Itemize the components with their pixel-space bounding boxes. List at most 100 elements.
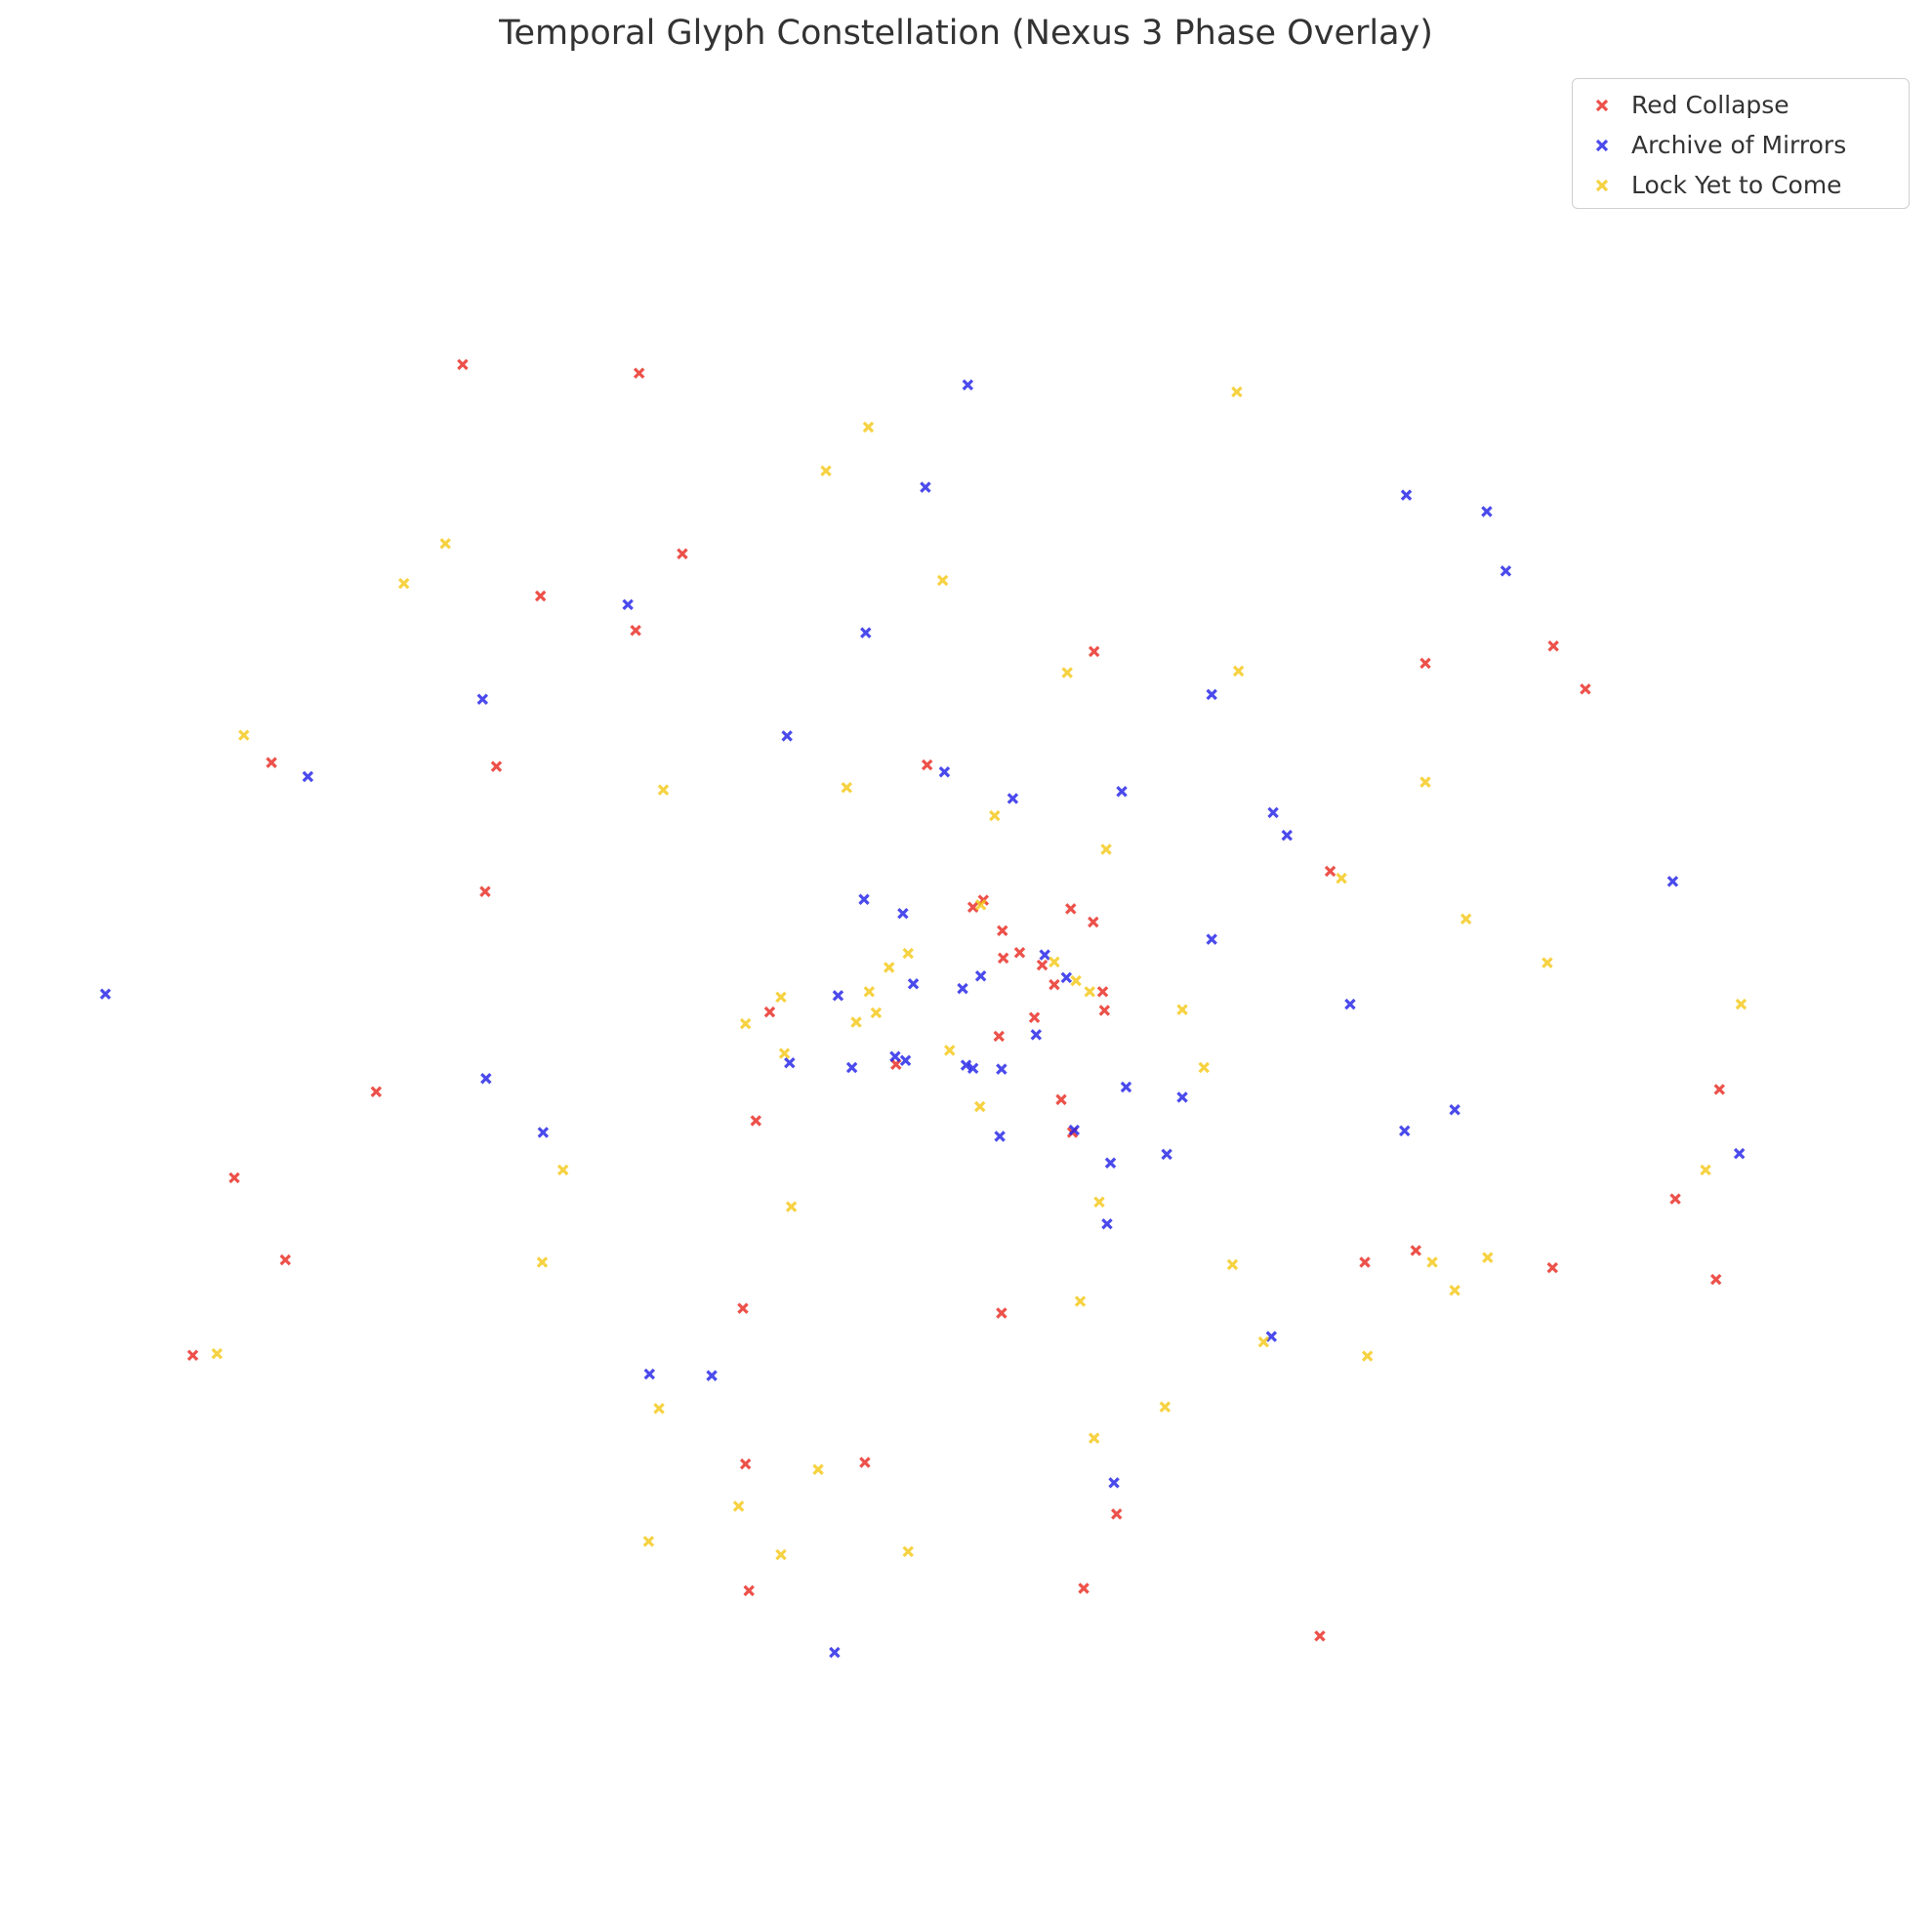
data-point [238, 729, 250, 741]
data-point [476, 693, 489, 705]
data-point [642, 1536, 655, 1547]
data-point [457, 358, 469, 371]
data-point [1198, 1061, 1210, 1074]
data-point [1088, 645, 1100, 658]
data-point [850, 1016, 862, 1028]
data-point [993, 1030, 1005, 1043]
data-point [938, 765, 951, 778]
legend: Red Collapse Archive of Mirrors Lock Yet… [1572, 78, 1910, 209]
data-point [1068, 1124, 1081, 1136]
data-point [820, 465, 832, 477]
data-point [534, 590, 547, 602]
data-point [845, 1061, 858, 1074]
data-point [1110, 1508, 1123, 1520]
data-point [1666, 876, 1679, 887]
data-point [1098, 1005, 1111, 1016]
data-point [1176, 1004, 1188, 1015]
data-point [677, 548, 688, 559]
data-point [743, 1584, 755, 1597]
data-point [1735, 998, 1747, 1010]
data-point [1093, 1196, 1105, 1208]
data-point [1500, 565, 1512, 577]
data-point [643, 1368, 656, 1380]
legend-item-red-collapse: Red Collapse [1573, 85, 1909, 125]
legend-label: Lock Yet to Come [1631, 171, 1842, 199]
data-point [966, 901, 979, 914]
data-point [228, 1172, 240, 1184]
data-point [739, 1458, 752, 1470]
data-point [996, 1063, 1007, 1075]
data-point [1324, 865, 1336, 878]
data-point [1449, 1285, 1460, 1296]
data-point [536, 1256, 549, 1268]
data-point [944, 1045, 956, 1056]
data-point [997, 952, 1009, 965]
data-point [989, 809, 1001, 822]
data-point [1541, 957, 1553, 968]
data-point [1176, 1091, 1188, 1103]
data-point [1231, 386, 1243, 398]
data-point [1580, 683, 1591, 695]
data-point [1459, 913, 1472, 925]
data-point [1036, 959, 1048, 971]
data-point [860, 627, 872, 638]
data-point [1419, 776, 1431, 788]
data-point [1013, 947, 1026, 959]
data-point [1074, 1295, 1087, 1307]
blue-x-marker-icon [1573, 125, 1631, 165]
data-point [622, 598, 634, 611]
data-point [1410, 1245, 1422, 1256]
data-point [1096, 986, 1109, 998]
data-point [781, 730, 793, 742]
data-point [862, 421, 875, 433]
data-point [921, 759, 933, 771]
data-point [920, 481, 931, 493]
legend-item-archive-of-mirrors: Archive of Mirrors [1573, 125, 1909, 165]
data-point [1206, 688, 1217, 701]
data-point [1426, 1256, 1438, 1268]
series-archive-of-mirrors [100, 379, 1746, 1659]
data-point [870, 1007, 883, 1019]
data-point [1669, 1193, 1681, 1205]
data-point [1161, 1148, 1172, 1161]
data-point [907, 978, 920, 990]
data-point [1267, 806, 1279, 819]
data-point [859, 1457, 871, 1468]
data-point [211, 1347, 224, 1360]
data-point [841, 782, 853, 794]
data-point [397, 577, 410, 590]
data-point [657, 784, 670, 796]
data-point [1030, 1029, 1043, 1041]
points-layer [100, 358, 1747, 1659]
data-point [1104, 1157, 1117, 1169]
data-point [832, 990, 844, 1002]
data-point [1361, 1350, 1374, 1362]
data-point [266, 757, 277, 768]
data-point [957, 982, 968, 995]
red-x-marker-icon [1573, 85, 1631, 125]
data-point [1061, 667, 1073, 678]
data-point [739, 1017, 752, 1030]
data-point [812, 1463, 824, 1475]
data-point [1088, 916, 1099, 928]
data-point [653, 1402, 665, 1415]
legend-item-lock-yet-to-come: Lock Yet to Come [1573, 165, 1909, 205]
data-point [1733, 1147, 1746, 1160]
data-point [737, 1302, 749, 1314]
data-point [784, 1056, 796, 1069]
data-point [775, 1548, 787, 1561]
data-point [1100, 843, 1112, 855]
data-point [960, 1059, 972, 1071]
data-point [1449, 1104, 1460, 1116]
data-point [1070, 974, 1082, 987]
data-point [302, 770, 314, 783]
data-point [863, 986, 876, 998]
data-point [1700, 1164, 1711, 1176]
series-lock-yet-to-come [211, 386, 1747, 1561]
data-point [1344, 998, 1356, 1010]
data-point [1039, 949, 1050, 961]
data-point [439, 538, 451, 550]
data-point [279, 1254, 292, 1266]
data-point [1065, 903, 1077, 915]
data-point [1206, 933, 1217, 945]
